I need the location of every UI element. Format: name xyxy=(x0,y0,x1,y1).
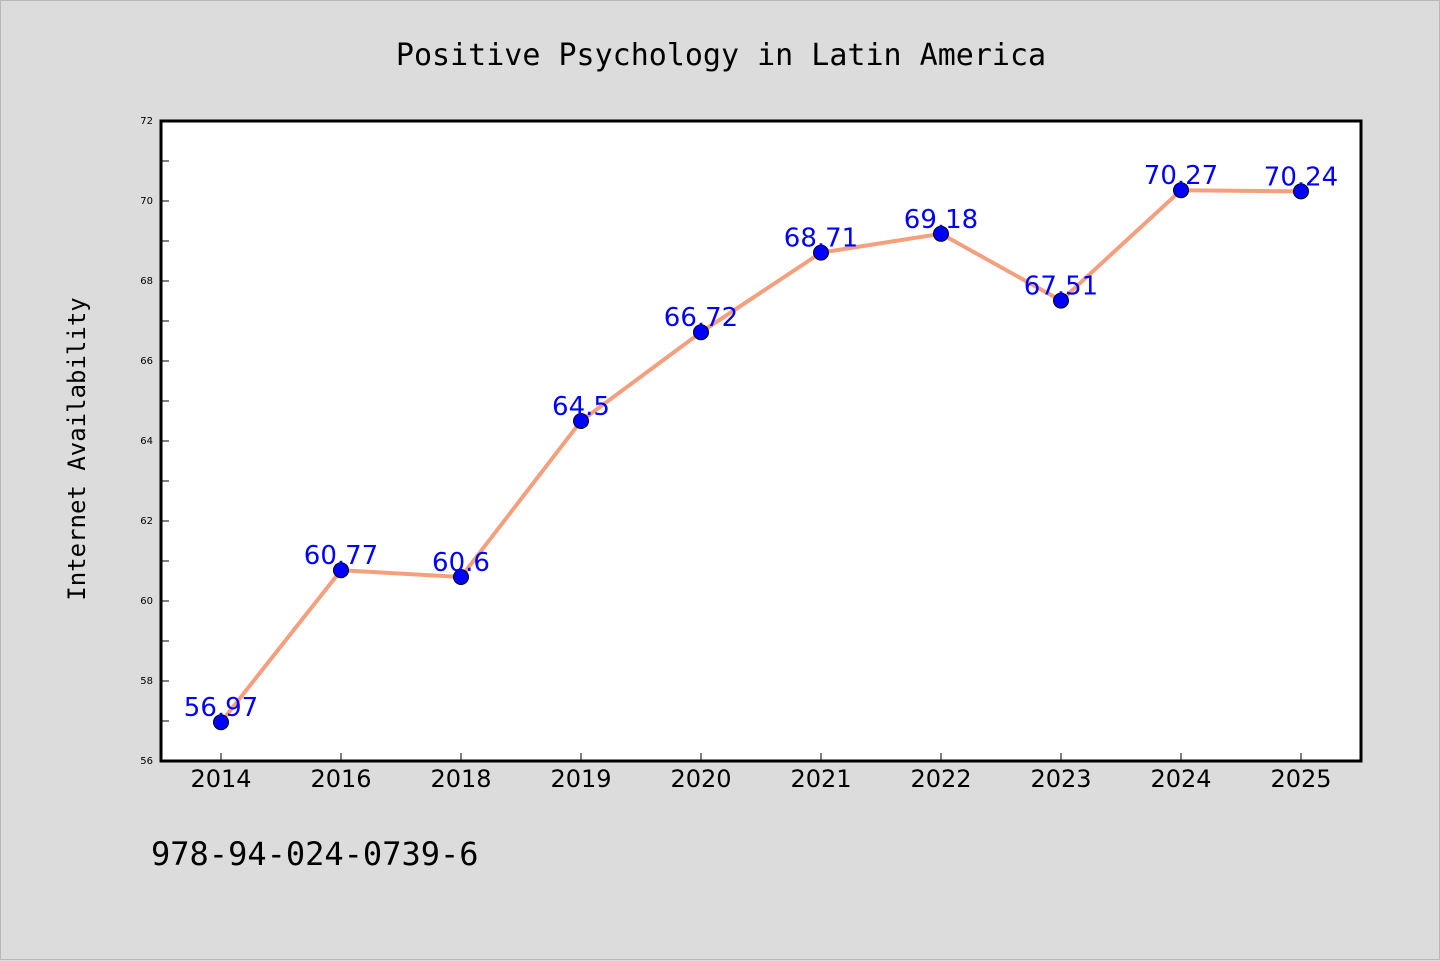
chart-title: Positive Psychology in Latin America xyxy=(396,38,1046,73)
data-point xyxy=(213,714,229,731)
data-point xyxy=(933,225,949,242)
data-label: 60.77 xyxy=(304,541,378,571)
data-label: 56.97 xyxy=(184,693,258,723)
data-label: 69.18 xyxy=(904,205,978,235)
data-point xyxy=(1173,182,1189,199)
y-axis-label: Internet Availability xyxy=(63,297,91,600)
y-tick-label: 64 xyxy=(140,436,153,447)
plot-area xyxy=(161,121,1361,761)
y-tick-label: 62 xyxy=(140,516,153,527)
y-tick-label: 60 xyxy=(140,596,153,607)
data-point xyxy=(693,324,709,341)
series-line xyxy=(219,188,1303,725)
x-tick-label: 2022 xyxy=(910,765,971,793)
data-point xyxy=(1053,292,1069,309)
x-tick-label: 2018 xyxy=(430,765,491,793)
x-tick-label: 2025 xyxy=(1270,765,1331,793)
data-label: 67.51 xyxy=(1024,272,1098,302)
data-label: 60.6 xyxy=(432,548,490,578)
x-tick-label: 2023 xyxy=(1030,765,1091,793)
y-tick-label: 56 xyxy=(140,756,153,767)
x-tick-label: 2019 xyxy=(550,765,611,793)
data-point xyxy=(573,413,589,429)
x-axis-ticks: 2014 2016 2018 2019 2020 2021 2022 2023 2024 2025 xyxy=(190,753,1332,793)
plot-frame xyxy=(159,119,1363,763)
data-label: 70.27 xyxy=(1144,161,1218,191)
data-point xyxy=(333,562,349,579)
x-tick-label: 2016 xyxy=(310,765,371,793)
x-tick-label: 2021 xyxy=(790,765,851,793)
x-tick-label: 2024 xyxy=(1150,765,1211,793)
footer-code: 978-94-024-0739-6 xyxy=(151,835,479,873)
y-tick-label: 66 xyxy=(140,356,153,367)
y-tick-label: 58 xyxy=(140,676,153,687)
data-point xyxy=(453,569,469,585)
marker-layer xyxy=(213,182,1309,731)
data-label: 70.24 xyxy=(1264,162,1338,192)
data-point xyxy=(813,244,829,261)
x-tick-label: 2014 xyxy=(190,765,251,793)
x-tick-label: 2020 xyxy=(670,765,731,793)
y-tick-label: 70 xyxy=(140,196,153,207)
y-tick-label: 72 xyxy=(140,116,153,127)
y-tick-label: 68 xyxy=(140,276,153,287)
data-label: 66.72 xyxy=(664,303,738,333)
data-label: 68.71 xyxy=(784,224,858,254)
series-layer xyxy=(219,188,1303,725)
data-point xyxy=(1293,183,1309,200)
data-label: 64.5 xyxy=(552,392,610,422)
data-label-layer: 56.97 60.77 60.6 64.5 66.72 68.71 69.18 67.51 70… xyxy=(184,161,1338,723)
